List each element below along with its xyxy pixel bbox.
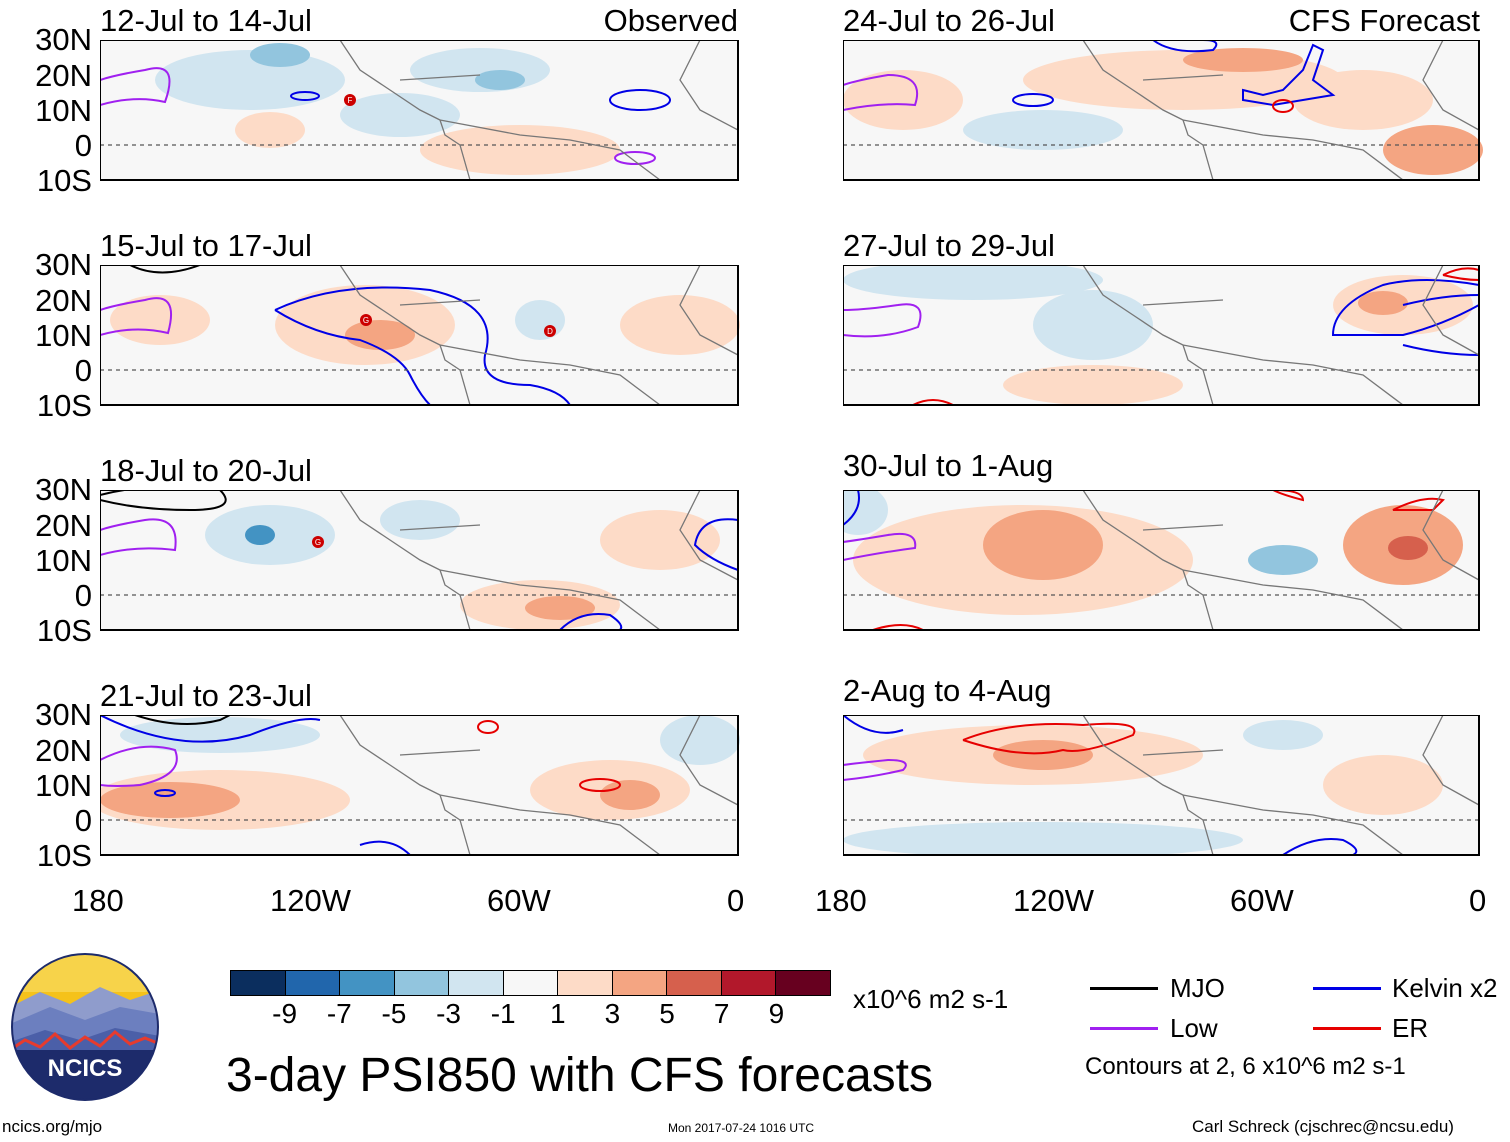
er-legend-line (1313, 1027, 1381, 1030)
panel-5-title: 24-Jul to 26-Jul (843, 3, 1055, 38)
psi850-map (843, 715, 1480, 856)
psi850-map (843, 490, 1480, 631)
panel-1-title: 12-Jul to 14-Jul (100, 3, 312, 38)
lat-tick: 20N (35, 58, 92, 93)
svg-text:NCICS: NCICS (48, 1055, 123, 1082)
lat-tick: 0 (74, 803, 92, 838)
kelvin-legend-label: Kelvin x2 (1392, 973, 1498, 1003)
lon-tick: 60W (1230, 883, 1294, 918)
colorbar-swatch (339, 971, 394, 995)
psi850-map (100, 715, 740, 856)
low-legend-label: Low (1170, 1013, 1218, 1043)
panel-4-title: 21-Jul to 23-Jul (100, 678, 312, 713)
psi850-map (843, 265, 1480, 406)
lon-tick: 120W (270, 883, 351, 918)
colorbar-swatch (611, 971, 667, 995)
colorbar-swatch (775, 971, 831, 995)
lat-tick: 10S (36, 388, 92, 423)
lat-tick: 10S (36, 163, 92, 198)
observed-label: Observed (603, 3, 738, 38)
storm-icon-g: G (312, 536, 324, 548)
lat-tick: 30N (35, 247, 92, 282)
colorbar-tick-label: -3 (436, 998, 461, 1029)
lat-tick: 0 (74, 353, 92, 388)
footer-url[interactable]: ncics.org/mjo (2, 1117, 103, 1136)
lon-tick: 180 (815, 883, 867, 918)
ncics-logo: NCICS (11, 953, 159, 1101)
colorbar-tick-label: -7 (326, 998, 352, 1029)
lat-tick: 10N (35, 93, 92, 128)
panel-7-title: 30-Jul to 1-Aug (843, 448, 1054, 483)
colorbar-swatch (502, 971, 558, 995)
colorbar-swatch (557, 971, 612, 995)
lon-tick: 0 (727, 883, 745, 918)
colorbar-swatch (720, 971, 776, 995)
lat-tick: 10N (35, 543, 92, 578)
panel-6-title: 27-Jul to 29-Jul (843, 228, 1055, 263)
psi850-map (843, 40, 1483, 181)
lon-tick: 120W (1013, 883, 1094, 918)
lat-tick: 10S (36, 613, 92, 648)
colorbar-swatch (666, 971, 721, 995)
panel-3-title: 18-Jul to 20-Jul (100, 453, 312, 488)
lon-tick: 60W (487, 883, 551, 918)
footer-author: Carl Schreck (cjschrec@ncsu.edu) (1192, 1117, 1454, 1136)
lat-tick: 30N (35, 472, 92, 507)
lat-tick: 10N (35, 318, 92, 353)
mjo-legend-label: MJO (1170, 973, 1225, 1003)
colorbar-units: x10^6 m2 s-1 (853, 984, 1009, 1014)
lat-tick: 20N (35, 508, 92, 543)
colorbar-swatch (448, 971, 503, 995)
lat-tick: 20N (35, 733, 92, 768)
colorbar-tick-label: 9 (768, 998, 785, 1029)
panel-2-title: 15-Jul to 17-Jul (100, 228, 312, 263)
lat-tick: 0 (74, 578, 92, 613)
lat-tick: 0 (74, 128, 92, 163)
svg-text:G: G (315, 538, 321, 547)
mjo-legend-line (1090, 987, 1158, 990)
kelvin-legend-line (1313, 987, 1381, 990)
lon-tick: 180 (72, 883, 124, 918)
storm-icon-f: F (344, 94, 356, 106)
lat-tick: 30N (35, 22, 92, 57)
lat-tick: 10S (36, 838, 92, 873)
forecast-label: CFS Forecast (1288, 3, 1480, 38)
colorbar-swatch (393, 971, 449, 995)
main-title: 3-day PSI850 with CFS forecasts (226, 1049, 933, 1102)
psi850-map: F (100, 40, 739, 181)
panel-8-title: 2-Aug to 4-Aug (843, 673, 1052, 708)
psi850-map: G D (100, 265, 740, 406)
footer-timestamp: Mon 2017-07-24 1016 UTC (668, 1121, 815, 1135)
colorbar-tick-label: 7 (713, 998, 730, 1029)
psi850-map: G (100, 490, 739, 631)
storm-icon-d: D (544, 325, 556, 337)
colorbar-tick-label: -1 (490, 998, 516, 1029)
lat-tick: 20N (35, 283, 92, 318)
colorbar-swatch (231, 971, 285, 995)
colorbar-swatches (230, 970, 831, 996)
lat-tick: 30N (35, 697, 92, 732)
colorbar-tick-label: 3 (604, 998, 621, 1029)
storm-icon-g: G (360, 314, 372, 326)
lat-tick: 10N (35, 768, 92, 803)
svg-text:G: G (363, 316, 369, 325)
low-legend-line (1090, 1027, 1158, 1030)
colorbar-tick-label: -5 (381, 998, 407, 1029)
svg-text:D: D (547, 327, 553, 336)
colorbar-tick-label: -9 (272, 998, 298, 1029)
colorbar-tick-label: 1 (550, 998, 566, 1029)
lon-tick: 0 (1469, 883, 1487, 918)
colorbar-tick-label: 5 (659, 998, 675, 1029)
er-legend-label: ER (1392, 1013, 1429, 1043)
colorbar-swatch (284, 971, 340, 995)
contour-note: Contours at 2, 6 x10^6 m2 s-1 (1085, 1053, 1406, 1080)
svg-text:F: F (348, 96, 353, 105)
